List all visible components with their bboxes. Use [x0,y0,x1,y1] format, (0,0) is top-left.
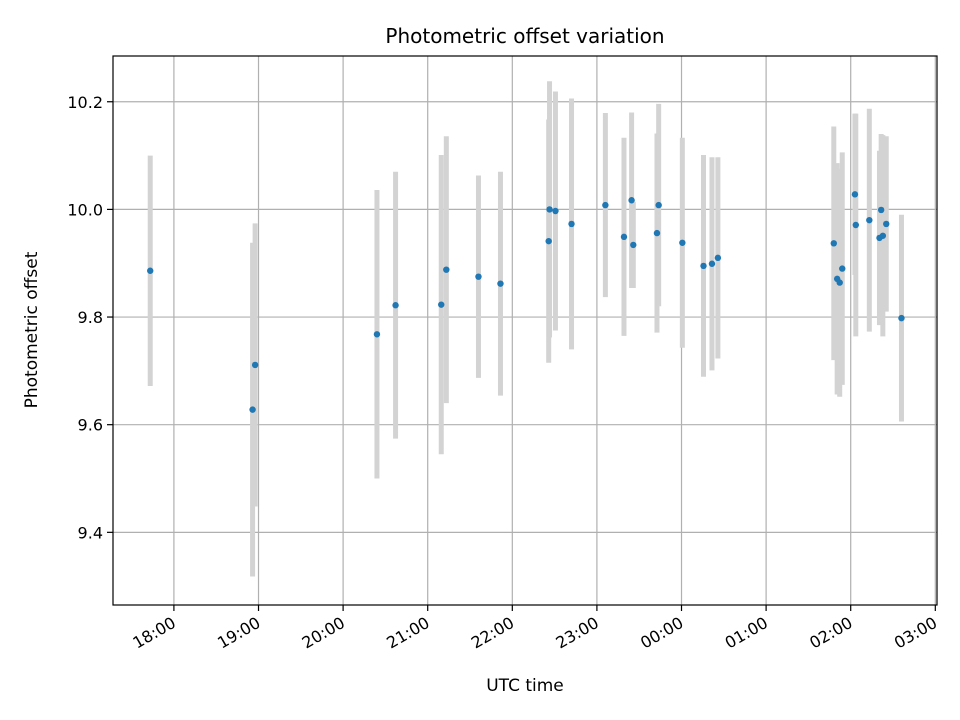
data-point [546,206,553,213]
data-point [839,265,846,272]
y-tick-label: 10.0 [67,200,103,219]
y-tick-label: 10.2 [67,93,103,112]
data-point [708,260,716,267]
data-point [898,314,905,322]
data-point [877,206,885,214]
plot-frame [112,55,938,606]
data-point [602,201,609,209]
chart-title: Photometric offset variation [385,24,664,48]
data-point [628,197,635,204]
data-point [497,280,504,287]
y-tick-label: 9.8 [78,308,103,327]
data-point [249,406,256,413]
data-point [373,331,381,338]
data-point [653,229,661,237]
y-axis-label: Photometric offset [22,251,42,408]
data-point [147,267,154,274]
data-point [851,191,859,198]
data-point [700,262,707,270]
data-point [552,207,559,215]
data-point [630,241,637,249]
data-point [852,221,859,229]
data-point [883,220,890,228]
data-point [655,201,662,209]
data-point [836,279,843,286]
data-point [679,239,686,246]
data-points [147,191,905,413]
data-point [392,302,399,309]
grid [113,56,937,605]
data-point [545,237,552,245]
data-point [866,216,873,224]
data-point [251,361,259,369]
data-point [438,301,445,308]
data-point [443,266,450,273]
y-tick-label: 9.6 [78,416,103,435]
data-point [879,232,887,239]
data-point [714,254,722,262]
data-point [568,220,575,228]
data-point [475,273,482,280]
y-tick-label: 9.4 [78,523,103,542]
x-axis-label: UTC time [486,676,564,696]
data-point [830,240,837,247]
data-point [620,233,628,241]
